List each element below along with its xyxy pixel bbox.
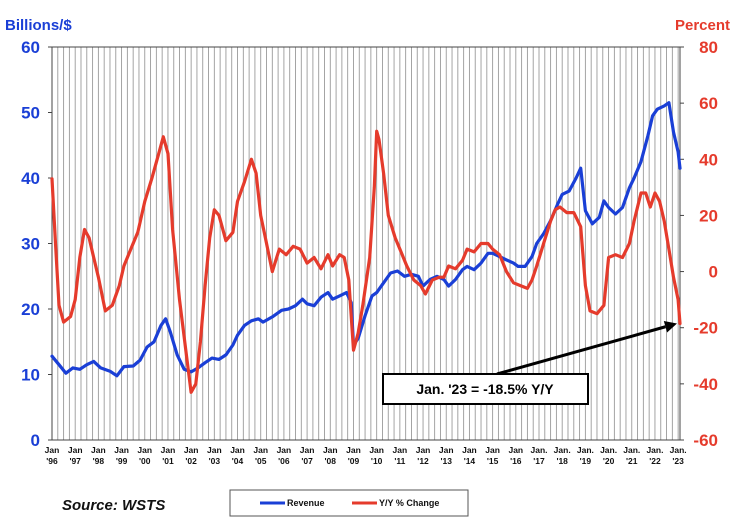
x-tick-label-year: '17 bbox=[533, 456, 545, 466]
x-tick-label-month: Jan bbox=[114, 445, 129, 455]
right-tick-label: -60 bbox=[693, 431, 718, 450]
x-tick-label-month: Jan bbox=[393, 445, 408, 455]
x-tick-label-year: '98 bbox=[93, 456, 105, 466]
left-tick-label: 20 bbox=[21, 300, 40, 319]
x-tick-label-year: '97 bbox=[69, 456, 81, 466]
x-tick-label-month: Jan bbox=[462, 445, 477, 455]
x-tick-label-month: Jan bbox=[323, 445, 338, 455]
x-tick-label-year: '08 bbox=[325, 456, 337, 466]
x-tick-label-month: Jan bbox=[91, 445, 106, 455]
x-tick-label-month: Jan bbox=[161, 445, 176, 455]
x-tick-label-month: Jan bbox=[253, 445, 268, 455]
series-lines bbox=[50, 101, 682, 394]
legend-label-revenue: Revenue bbox=[287, 498, 325, 508]
right-tick-label: 60 bbox=[699, 94, 718, 113]
grid-lines bbox=[51, 47, 679, 440]
right-axis-ticks: -60 -40 -20 0 20 40 60 80 bbox=[680, 38, 718, 450]
x-tick-label-month: Jan. bbox=[530, 445, 547, 455]
legend-label-yoy: Y/Y % Change bbox=[379, 498, 439, 508]
series-line-yoy bbox=[50, 129, 682, 394]
right-tick-label: -20 bbox=[693, 319, 718, 338]
left-axis-title: Billions/$ bbox=[5, 17, 72, 34]
x-tick-label-month: Jan bbox=[68, 445, 83, 455]
x-tick-label-month: Jan. bbox=[670, 445, 687, 455]
x-tick-label-month: Jan bbox=[277, 445, 292, 455]
x-tick-label-month: Jan bbox=[416, 445, 431, 455]
left-tick-label: 40 bbox=[21, 169, 40, 188]
x-tick-label-year: '96 bbox=[46, 456, 58, 466]
x-axis-ticks: Jan'96Jan'97Jan'98Jan'99Jan'00Jan'01Jan'… bbox=[45, 445, 687, 466]
right-axis-title: Percent bbox=[675, 17, 730, 34]
x-tick-label-year: '16 bbox=[510, 456, 522, 466]
x-tick-label-month: Jan. bbox=[623, 445, 640, 455]
left-axis-ticks: 0 10 20 30 40 50 60 bbox=[21, 38, 52, 450]
x-tick-label-year: '01 bbox=[162, 456, 174, 466]
x-tick-label-month: Jan bbox=[45, 445, 60, 455]
x-tick-label-month: Jan. bbox=[577, 445, 594, 455]
x-tick-label-month: Jan. bbox=[600, 445, 617, 455]
x-tick-label-year: '07 bbox=[301, 456, 313, 466]
annotation-box bbox=[382, 373, 589, 405]
x-tick-label-year: '23 bbox=[672, 456, 684, 466]
annotation-arrow bbox=[496, 325, 666, 376]
left-tick-label: 0 bbox=[31, 431, 40, 450]
x-tick-label-year: '20 bbox=[603, 456, 615, 466]
left-tick-label: 10 bbox=[21, 366, 40, 385]
x-tick-label-year: '04 bbox=[232, 456, 244, 466]
x-tick-label-month: Jan bbox=[485, 445, 500, 455]
x-tick-label-month: Jan bbox=[137, 445, 152, 455]
x-tick-label-year: '22 bbox=[649, 456, 661, 466]
series-line-revenue bbox=[50, 101, 682, 378]
x-tick-label-month: Jan bbox=[230, 445, 245, 455]
x-tick-label-month: Jan. bbox=[646, 445, 663, 455]
legend: Revenue Y/Y % Change bbox=[229, 489, 469, 517]
x-tick-label-year: '99 bbox=[116, 456, 128, 466]
source-label: Source: WSTS bbox=[62, 497, 165, 514]
right-tick-label: 0 bbox=[709, 263, 718, 282]
x-tick-label-year: '13 bbox=[440, 456, 452, 466]
right-tick-label: 80 bbox=[699, 38, 718, 57]
x-tick-label-year: '00 bbox=[139, 456, 151, 466]
x-tick-label-year: '18 bbox=[556, 456, 568, 466]
annotation-arrowhead bbox=[663, 320, 677, 333]
x-tick-label-year: '05 bbox=[255, 456, 267, 466]
annotation-text: Jan. '23 = -18.5% Y/Y bbox=[416, 381, 554, 397]
x-tick-label-month: Jan bbox=[207, 445, 222, 455]
x-tick-label-month: Jan bbox=[300, 445, 315, 455]
right-tick-label: 20 bbox=[699, 206, 718, 225]
x-tick-label-year: '11 bbox=[394, 456, 405, 466]
x-tick-label-month: Jan. bbox=[554, 445, 571, 455]
x-tick-label-year: '19 bbox=[580, 456, 592, 466]
x-tick-label-month: Jan bbox=[508, 445, 523, 455]
x-tick-label-year: '15 bbox=[487, 456, 499, 466]
x-tick-label-month: Jan bbox=[369, 445, 384, 455]
x-tick-label-year: '02 bbox=[185, 456, 197, 466]
right-tick-label: -40 bbox=[693, 375, 718, 394]
left-tick-label: 60 bbox=[21, 38, 40, 57]
x-tick-label-year: '12 bbox=[417, 456, 429, 466]
x-tick-label-month: Jan bbox=[346, 445, 361, 455]
x-tick-label-year: '09 bbox=[348, 456, 360, 466]
x-tick-label-year: '03 bbox=[209, 456, 221, 466]
x-tick-label-year: '10 bbox=[371, 456, 383, 466]
x-tick-label-year: '21 bbox=[626, 456, 638, 466]
left-tick-label: 30 bbox=[21, 235, 40, 254]
x-tick-label-year: '14 bbox=[464, 456, 476, 466]
right-tick-label: 40 bbox=[699, 150, 718, 169]
x-tick-label-month: Jan bbox=[184, 445, 199, 455]
annotation: Jan. '23 = -18.5% Y/Y bbox=[382, 320, 677, 405]
x-tick-label-month: Jan bbox=[439, 445, 454, 455]
x-tick-label-year: '06 bbox=[278, 456, 290, 466]
left-tick-label: 50 bbox=[21, 104, 40, 123]
